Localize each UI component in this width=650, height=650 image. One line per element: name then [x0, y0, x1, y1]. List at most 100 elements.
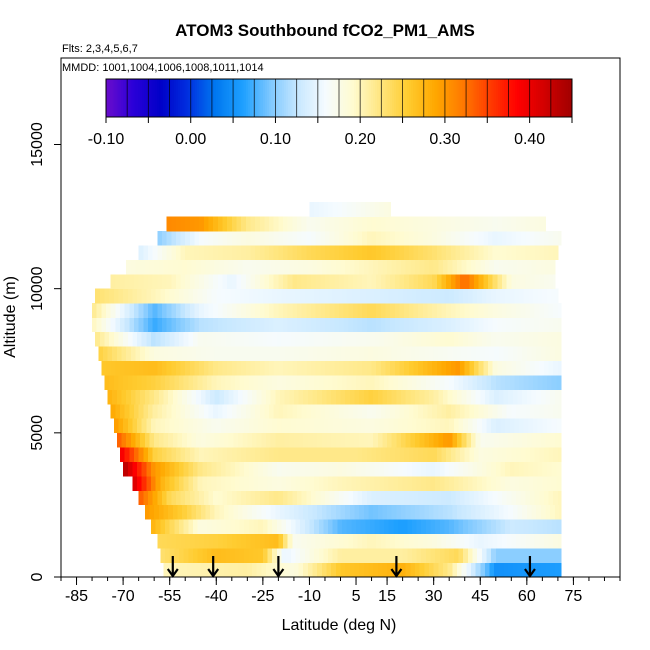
altitude-band — [163, 562, 562, 578]
heat-cell — [230, 519, 236, 535]
heat-cell — [295, 331, 301, 347]
heat-cell — [234, 418, 241, 434]
heat-cell — [506, 404, 512, 419]
heat-cell — [292, 216, 298, 232]
heat-cell — [248, 418, 255, 434]
heat-cell — [559, 432, 562, 448]
heat-cell — [259, 447, 266, 462]
heat-cell — [217, 447, 224, 462]
colorbar-swatch — [226, 79, 230, 117]
heat-cell — [163, 432, 169, 448]
heat-cell — [360, 418, 366, 434]
heat-cell — [404, 404, 410, 419]
heat-cell — [248, 288, 255, 304]
heat-cell — [338, 360, 345, 376]
heat-cell — [453, 375, 460, 390]
heat-cell — [429, 562, 435, 578]
heat-cell — [272, 375, 278, 390]
heat-cell — [161, 447, 168, 462]
heat-cell — [278, 360, 284, 376]
heat-cell — [533, 418, 539, 434]
heat-cell — [217, 231, 224, 246]
heat-cell — [520, 216, 526, 232]
heat-cell — [172, 259, 179, 275]
heat-cell — [242, 504, 248, 520]
colorbar-swatch — [455, 79, 459, 117]
heat-cell — [172, 432, 179, 448]
colorbar-swatch — [144, 79, 147, 117]
heat-cell — [497, 533, 503, 549]
heat-cell — [262, 519, 269, 535]
heat-cell — [439, 461, 446, 477]
heat-cell — [236, 303, 242, 318]
heat-cell — [143, 274, 149, 289]
heat-cell — [537, 418, 543, 434]
heat-cell — [388, 418, 394, 434]
heat-cell — [481, 331, 488, 347]
heat-cell — [557, 490, 562, 506]
heat-cell — [548, 317, 554, 333]
colorbar-swatch — [364, 79, 368, 117]
heat-cell — [174, 461, 180, 477]
heat-cell — [525, 533, 531, 549]
heat-cell — [458, 461, 464, 477]
heat-cell — [480, 259, 486, 275]
heat-cell — [421, 288, 427, 304]
heat-cell — [160, 418, 166, 434]
colorbar-swatch — [150, 79, 154, 117]
heat-cell — [292, 317, 298, 333]
heat-cell — [399, 274, 405, 289]
heat-cell — [245, 447, 252, 462]
heat-cell — [269, 274, 275, 289]
heat-cell — [467, 461, 474, 477]
heat-cell — [259, 274, 266, 289]
heat-cell — [540, 504, 547, 520]
heat-cell — [407, 331, 413, 347]
heat-cell — [556, 288, 559, 304]
heat-cell — [373, 259, 379, 275]
axes-layer: -85 -70 -55 -40 -25 -10 5 15 30 45 60 7505000100001… — [29, 122, 621, 605]
heat-cell — [345, 389, 351, 405]
heat-cell — [331, 432, 337, 448]
heat-cell — [211, 461, 217, 477]
heat-cell — [300, 288, 306, 304]
heat-cell — [439, 418, 446, 434]
heat-cell — [286, 375, 292, 390]
heat-cell — [334, 490, 340, 506]
heatmap-layer — [92, 202, 562, 578]
heat-cell — [418, 490, 424, 506]
heat-cell — [543, 360, 550, 376]
heat-cell — [245, 274, 252, 289]
heat-cell — [359, 432, 365, 448]
heat-cell — [481, 476, 488, 491]
heat-cell — [248, 461, 255, 477]
heat-cell — [275, 346, 281, 362]
heat-cell — [126, 346, 132, 362]
heat-cell — [488, 317, 494, 333]
heat-cell — [251, 259, 258, 275]
heat-cell — [301, 231, 307, 246]
heat-cell — [401, 346, 407, 362]
colorbar-swatch — [319, 79, 323, 117]
heat-cell — [547, 519, 553, 535]
heat-cell — [189, 245, 196, 261]
heat-cell — [311, 216, 317, 232]
heat-cell — [334, 447, 340, 462]
heat-cell — [306, 447, 312, 462]
heat-cell — [449, 331, 455, 347]
heat-cell — [202, 519, 208, 535]
heat-cell — [512, 389, 519, 405]
colorbar-swatch — [419, 79, 423, 117]
heat-cell — [503, 432, 509, 448]
heat-cell — [265, 346, 272, 362]
heat-cell — [224, 562, 230, 578]
heat-cell — [217, 303, 224, 318]
heat-cell — [458, 331, 464, 347]
heat-cell — [135, 346, 141, 362]
heat-cell — [298, 504, 304, 520]
heat-cell — [463, 331, 469, 347]
heat-cell — [147, 404, 154, 419]
heat-cell — [171, 231, 177, 246]
heat-cell — [253, 548, 259, 563]
heat-cell — [396, 346, 402, 362]
